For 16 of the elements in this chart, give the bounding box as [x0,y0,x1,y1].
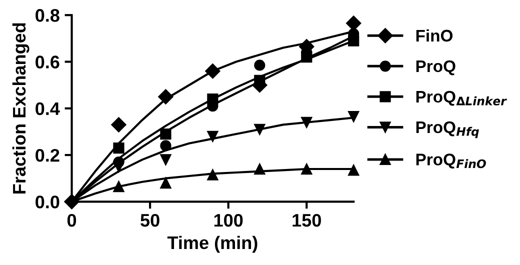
legend-label: ProQ$_{Hfq}$ [416,121,479,138]
legend-label: ProQ$_{ΔLinker}$ [416,90,507,106]
legend-label: FinO [416,29,453,42]
x-axis-title: Time (min) [167,236,258,253]
y-tick-label: 0.2 [36,148,60,162]
legend-label: ProQ$_{FinO}$ [416,154,486,169]
x-tick-label: 50 [140,214,160,227]
y-axis-title: Fraction Exchanged [12,23,30,194]
x-tick-label: 0 [67,214,76,227]
x-tick-label: 150 [292,214,321,227]
y-tick-label: 0.0 [36,196,60,208]
legend-label: ProQ [416,60,456,76]
y-tick-label: 0.6 [36,56,60,68]
y-tick-label: 0.8 [36,9,60,22]
y-tick-label: 0.4 [36,102,60,116]
x-tick-label: 100 [214,214,243,227]
